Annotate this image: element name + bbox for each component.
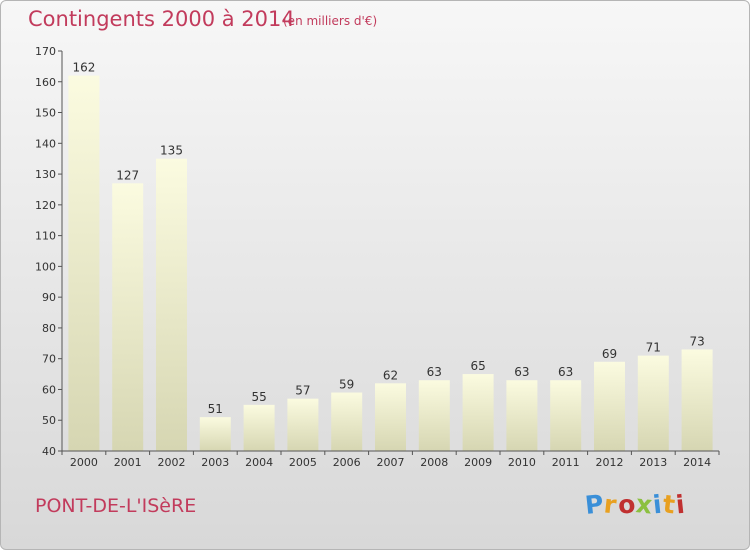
x-tick-label-2006: 2006	[333, 456, 361, 469]
bar-2006	[331, 392, 363, 451]
bars: 162 127 135 51 55 57 59 62 63 65 63 63 69 71 73	[68, 61, 713, 452]
y-tick-label: 100	[35, 260, 56, 273]
y-tick-label: 130	[35, 168, 56, 181]
x-tick-label-2005: 2005	[289, 456, 317, 469]
x-tick-label-2003: 2003	[201, 456, 229, 469]
bar-2002	[156, 158, 187, 451]
data-label-2000: 162	[72, 61, 95, 75]
data-label-2003: 51	[208, 402, 223, 416]
commune-name: PONT-DE-L'ISèRE	[35, 495, 197, 517]
x-tick-label-2008: 2008	[420, 456, 448, 469]
x-tick-label-2009: 2009	[464, 456, 492, 469]
bar-2008	[418, 380, 450, 451]
data-label-2002: 135	[160, 144, 183, 158]
data-label-2005: 57	[295, 384, 310, 398]
data-label-2012: 69	[602, 347, 617, 361]
data-label-2014: 73	[689, 334, 704, 348]
data-label-2001: 127	[116, 168, 139, 182]
y-tick-label: 170	[35, 45, 56, 58]
x-tick-label-2007: 2007	[377, 456, 405, 469]
proxiti-logo[interactable]: Proxiti	[584, 489, 687, 520]
data-label-2007: 62	[383, 368, 398, 382]
y-tick-label: 140	[35, 137, 56, 150]
y-tick-label: 150	[35, 107, 56, 120]
y-tick-label: 90	[42, 291, 56, 304]
y-tick-label: 80	[42, 322, 56, 335]
chart-subtitle: (en milliers d'€)	[283, 14, 378, 28]
logo-letter: i	[674, 489, 687, 520]
bar-2010	[506, 380, 538, 451]
bar-2005	[287, 398, 319, 451]
y-axis: 40 50 60 70 80 90 100 110 120 130 140 150 160 170	[35, 45, 63, 458]
y-tick-label: 110	[35, 230, 56, 243]
bar-2003	[199, 417, 231, 451]
data-label-2006: 59	[339, 378, 354, 392]
y-tick-label: 50	[42, 414, 56, 427]
data-label-2013: 71	[646, 341, 661, 355]
data-label-2009: 65	[470, 359, 485, 373]
x-tick-label-2000: 2000	[70, 456, 98, 469]
bar-2007	[375, 383, 406, 451]
y-tick-label: 70	[42, 353, 56, 366]
data-label-2010: 63	[514, 365, 529, 379]
bar-2001	[112, 183, 144, 452]
x-tick-label-2014: 2014	[683, 456, 711, 469]
bar-2014	[681, 349, 713, 451]
x-tick-label-2010: 2010	[508, 456, 536, 469]
x-tick-label-2002: 2002	[158, 456, 186, 469]
y-tick-label: 40	[42, 445, 56, 458]
chart-title: Contingents 2000 à 2014	[28, 7, 295, 31]
y-tick-label: 120	[35, 199, 56, 212]
bar-2012	[594, 361, 625, 451]
y-tick-label: 160	[35, 76, 56, 89]
bar-2009	[462, 374, 494, 451]
x-tick-label-2001: 2001	[114, 456, 142, 469]
bar-2004	[243, 404, 275, 451]
x-tick-label-2012: 2012	[596, 456, 624, 469]
x-tick-label-2011: 2011	[552, 456, 580, 469]
bar-2000	[68, 75, 100, 451]
x-tick-label-2013: 2013	[639, 456, 667, 469]
data-label-2008: 63	[427, 365, 442, 379]
x-axis: 2000 2001 2002 2003 2004 2005 2006 2007 2008 2009…	[61, 450, 720, 469]
bar-2011	[550, 380, 582, 451]
x-tick-label-2004: 2004	[245, 456, 273, 469]
data-label-2011: 63	[558, 365, 573, 379]
data-label-2004: 55	[251, 390, 266, 404]
bar-2013	[637, 355, 669, 451]
y-tick-label: 60	[42, 383, 56, 396]
